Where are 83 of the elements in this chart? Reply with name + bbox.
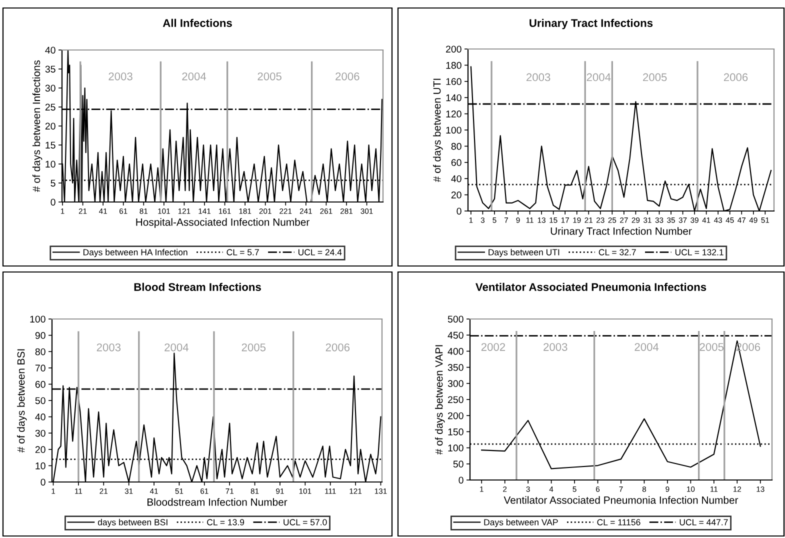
y-tick-label: 60 bbox=[35, 380, 46, 388]
chart-title: Blood Stream Infections bbox=[134, 282, 261, 291]
annotation: 2006 bbox=[724, 73, 748, 82]
y-tick-label: 120 bbox=[446, 110, 462, 118]
y-tick-label: 200 bbox=[448, 412, 464, 420]
x-axis-title: Bloodstream Infection Number bbox=[148, 498, 288, 506]
annotation: 2002 bbox=[481, 343, 506, 351]
y-tick-label: 0 bbox=[458, 476, 464, 484]
y-axis-title: # of days between BSI bbox=[17, 349, 27, 453]
legend-label: Days between VAP bbox=[484, 518, 558, 528]
y-tick-label: 40 bbox=[35, 414, 46, 420]
annotation: 2003 bbox=[526, 73, 550, 82]
y-tick-label: 50 bbox=[35, 397, 46, 404]
y-axis-title: # of days between UTI bbox=[433, 78, 443, 182]
y-tick-label: 10 bbox=[36, 462, 46, 470]
legend-label: UCL = 24.4 bbox=[298, 249, 342, 256]
annotation: 2005 bbox=[258, 72, 282, 80]
y-tick-label: 15 bbox=[46, 142, 56, 149]
legend-label: CL = 32.7 bbox=[598, 249, 636, 256]
y-tick-label: 0 bbox=[40, 478, 46, 486]
annotation: 2003 bbox=[544, 343, 568, 351]
annotation: 2004 bbox=[634, 343, 659, 351]
x-axis-title: Ventilator Associated Pneumonia Infection Number bbox=[504, 496, 738, 504]
line-series bbox=[470, 66, 772, 211]
x-axis-title: Urinary Tract Infection Number bbox=[550, 227, 692, 237]
y-tick-label: 0 bbox=[50, 198, 56, 206]
y-tick-label: 150 bbox=[448, 428, 464, 436]
legend-label: UCL = 57.0 bbox=[284, 519, 327, 526]
y-tick-label: 450 bbox=[448, 332, 464, 339]
annotation: 2005 bbox=[643, 73, 667, 82]
legend-label: UCL = 132.1 bbox=[675, 249, 724, 256]
y-tick-label: 60 bbox=[451, 159, 462, 166]
y-tick-label: 250 bbox=[448, 396, 464, 404]
y-tick-label: 20 bbox=[45, 122, 56, 130]
y-tick-label: 90 bbox=[35, 332, 46, 339]
y-tick-label: 200 bbox=[446, 46, 462, 53]
y-tick-label: 25 bbox=[45, 104, 56, 111]
annotation: 2006 bbox=[336, 72, 360, 80]
legend-label: days between BSI bbox=[98, 518, 168, 528]
chart-title: Ventilator Associated Pneumonia Infections bbox=[476, 282, 706, 291]
annotation: 2004 bbox=[586, 73, 611, 82]
chart-title: All Infections bbox=[162, 18, 232, 27]
y-tick-label: 0 bbox=[456, 208, 462, 215]
y-tick-label: 160 bbox=[446, 78, 462, 86]
annotation: 2006 bbox=[326, 343, 350, 352]
y-tick-label: 70 bbox=[35, 364, 46, 372]
y-tick-label: 20 bbox=[35, 446, 46, 454]
y-axis-title: # of days between VAPI bbox=[435, 345, 445, 455]
legend-label: UCL = 447.7 bbox=[680, 519, 728, 526]
legend-label: CL = 11156 bbox=[597, 519, 640, 526]
y-tick-label: 400 bbox=[448, 348, 464, 355]
legend-label: Days between UTI bbox=[488, 248, 560, 258]
y-tick-label: 80 bbox=[451, 142, 462, 150]
legend-label: CL = 5.7 bbox=[226, 249, 259, 256]
y-tick-label: 30 bbox=[45, 84, 56, 92]
y-tick-label: 5 bbox=[50, 180, 56, 187]
y-tick-label: 40 bbox=[45, 46, 56, 54]
annotation: 2004 bbox=[164, 343, 188, 352]
y-tick-label: 140 bbox=[446, 94, 462, 102]
legend-label: Days between HA Infection bbox=[83, 248, 188, 258]
annotation: 2004 bbox=[182, 72, 206, 80]
y-tick-label: 80 bbox=[35, 348, 46, 356]
chart-title: Urinary Tract Infections bbox=[530, 18, 653, 30]
y-tick-label: 100 bbox=[30, 316, 46, 323]
annotation: 2003 bbox=[108, 72, 132, 80]
y-tick-label: 50 bbox=[453, 460, 464, 468]
y-tick-label: 30 bbox=[35, 430, 46, 437]
y-tick-label: 100 bbox=[448, 444, 464, 452]
annotation: 2005 bbox=[242, 343, 266, 352]
annotation: 2003 bbox=[96, 343, 121, 352]
y-axis-title: # of days between Infections bbox=[32, 60, 42, 192]
y-tick-label: 10 bbox=[46, 160, 56, 168]
x-axis-title: Hospital-Associated Infection Number bbox=[136, 218, 310, 228]
legend-label: CL = 13.9 bbox=[207, 519, 244, 526]
y-tick-label: 100 bbox=[446, 126, 462, 134]
y-tick-label: 40 bbox=[451, 175, 462, 182]
y-tick-label: 35 bbox=[45, 66, 56, 73]
y-tick-label: 300 bbox=[448, 380, 464, 388]
y-tick-label: 20 bbox=[451, 192, 462, 198]
y-tick-label: 180 bbox=[446, 62, 462, 69]
y-tick-label: 350 bbox=[448, 364, 464, 371]
annotation: 2005 bbox=[700, 343, 724, 351]
y-tick-label: 500 bbox=[448, 316, 464, 323]
